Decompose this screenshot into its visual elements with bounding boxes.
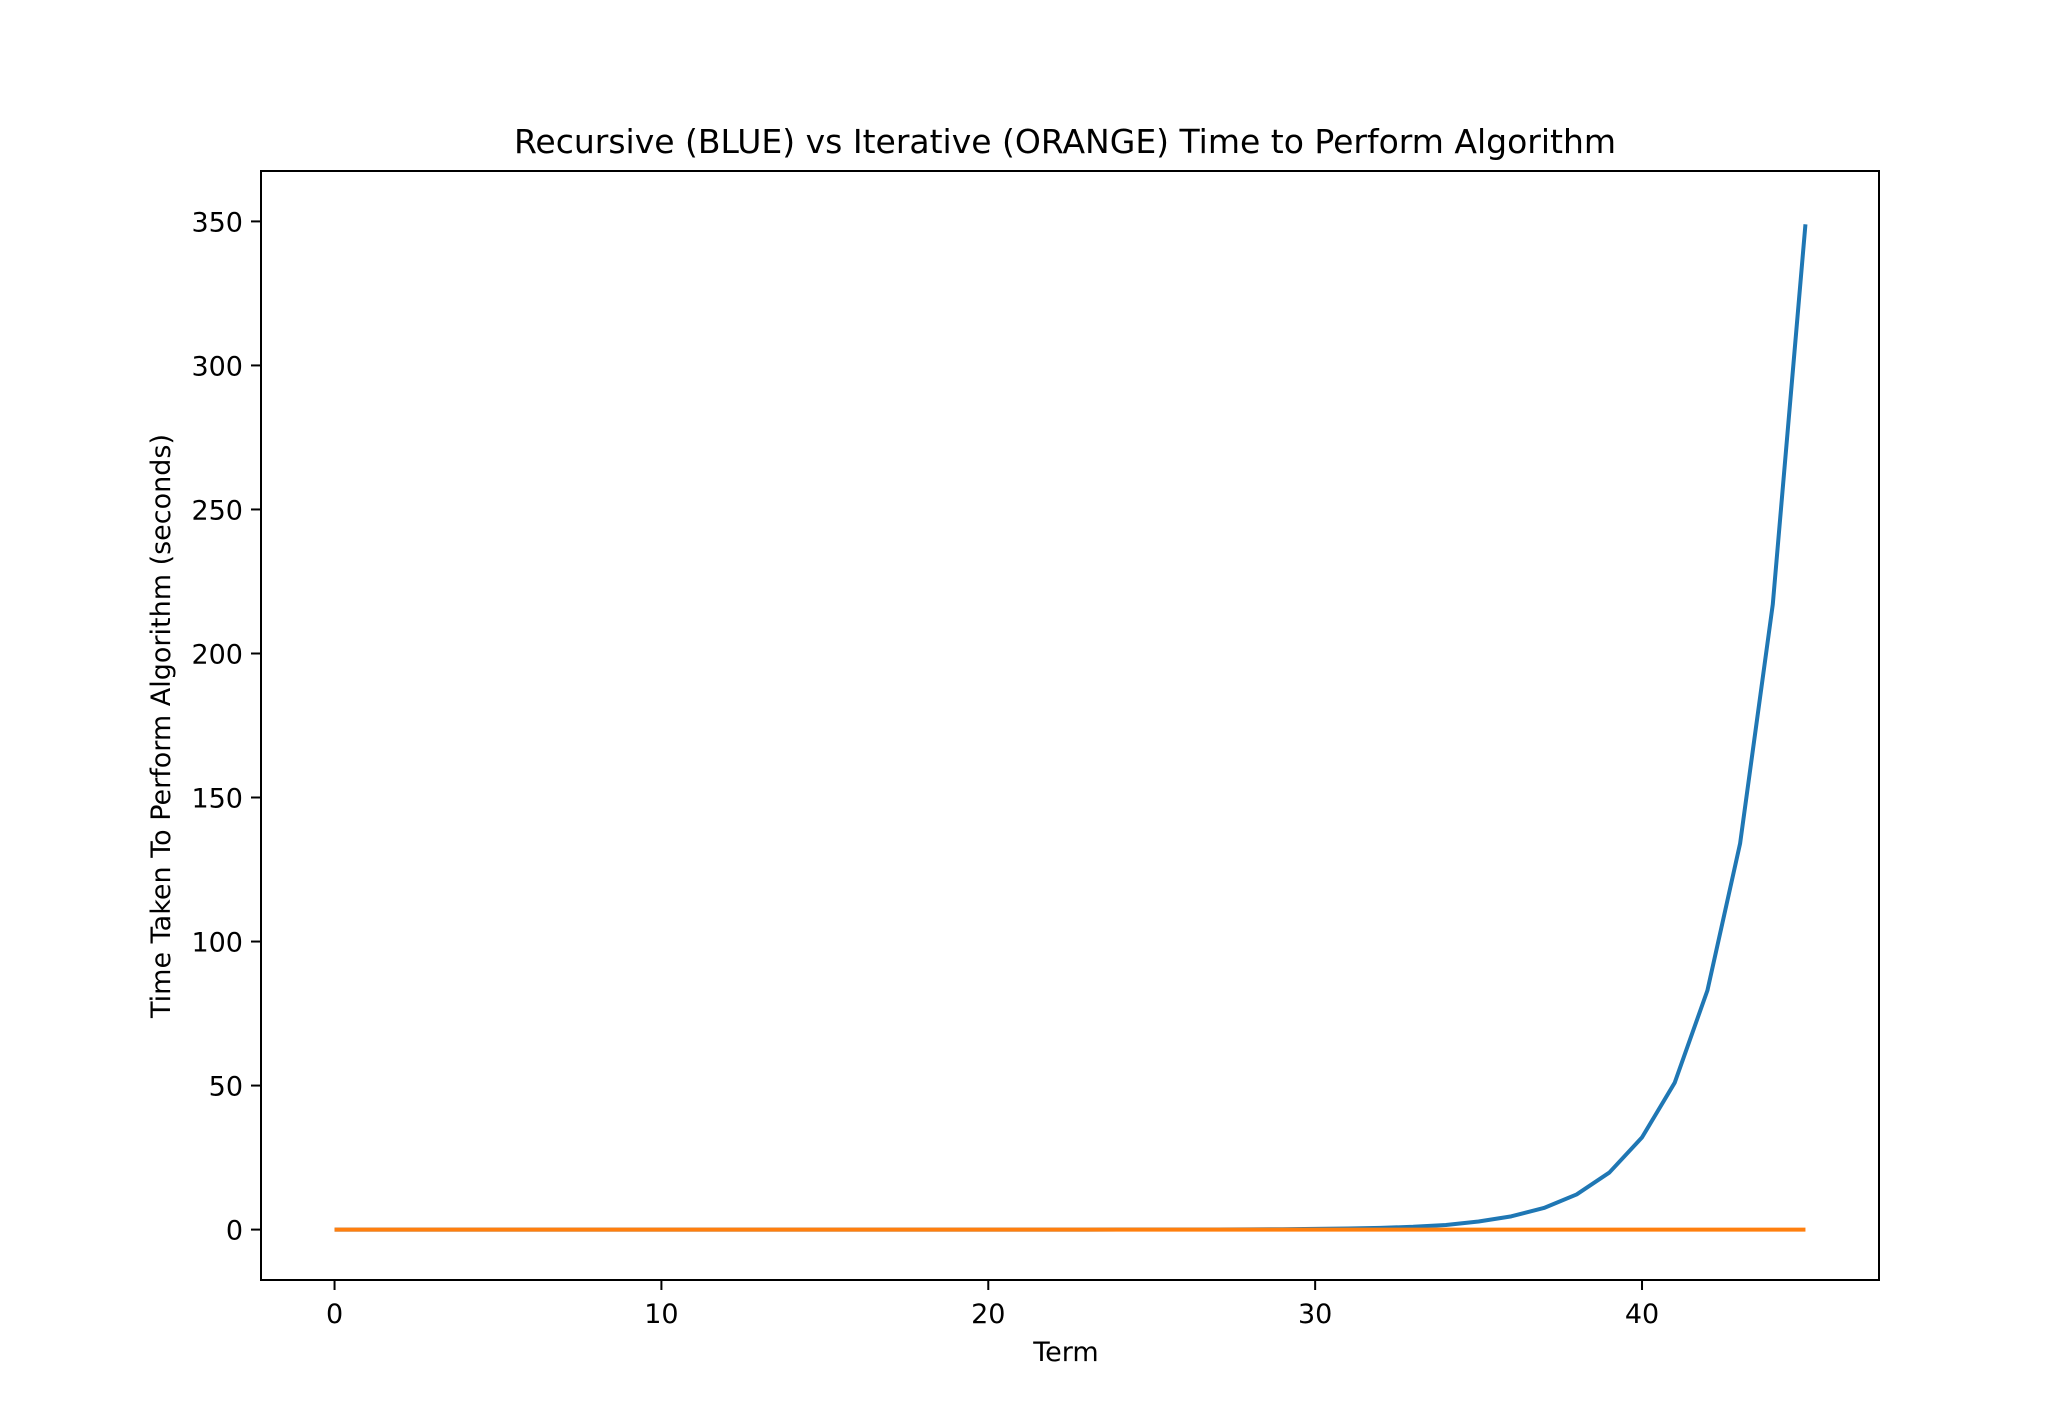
y-tick-label: 0 (226, 1216, 243, 1247)
series-line-1 (334, 224, 1808, 1232)
y-tick-label: 100 (191, 928, 243, 959)
y-tick-label: 150 (191, 784, 243, 815)
chart-title: Recursive (BLUE) vs Iterative (ORANGE) T… (514, 122, 1616, 161)
y-axis-label: Time Taken To Perform Algorithm (seconds… (146, 434, 177, 1019)
y-axis: 0 50 100 150 200 250 300 350 (191, 207, 261, 1247)
y-tick-label: 200 (191, 639, 243, 670)
x-tick-label: 10 (644, 1299, 678, 1330)
plot-frame (260, 170, 1880, 1281)
series-layer (334, 224, 1808, 1232)
y-tick-label: 50 (209, 1072, 243, 1103)
x-axis: 0 10 20 30 40 (326, 1280, 1659, 1330)
x-tick-label: 20 (971, 1299, 1005, 1330)
y-tick-label: 250 (191, 495, 243, 526)
x-tick-label: 0 (326, 1299, 343, 1330)
plot-area (260, 170, 1880, 1281)
x-tick-label: 40 (1625, 1299, 1659, 1330)
x-axis-label: Term (1032, 1337, 1098, 1368)
x-tick-label: 30 (1298, 1299, 1332, 1330)
y-tick-label: 300 (191, 351, 243, 382)
y-tick-label: 350 (191, 207, 243, 238)
